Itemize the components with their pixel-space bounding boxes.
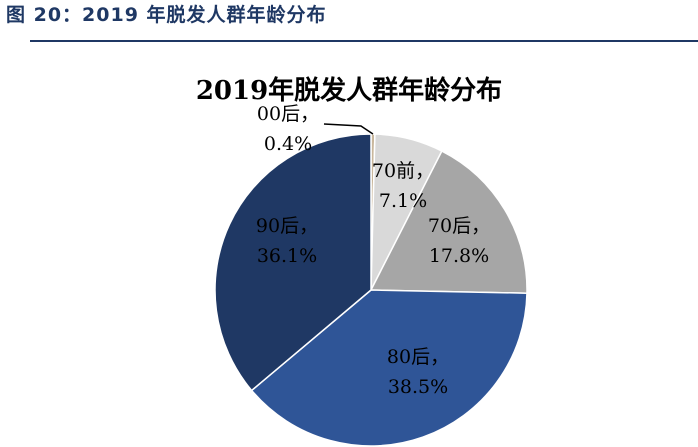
slice-category-label-2: 70后， bbox=[428, 215, 490, 237]
slice-value-label-1: 7.1% bbox=[379, 190, 427, 212]
leader-line-0 bbox=[323, 123, 374, 135]
slice-value-label-3: 38.5% bbox=[388, 376, 448, 398]
slice-category-label-0: 00后， bbox=[257, 103, 319, 125]
slice-category-label-1: 70前， bbox=[372, 160, 434, 182]
slice-category-label-3: 80后， bbox=[387, 346, 449, 368]
chart-title: 2019年脱发人群年龄分布 bbox=[195, 76, 503, 106]
slice-value-label-2: 17.8% bbox=[429, 245, 489, 267]
figure-caption: 图 20：2019 年脱发人群年龄分布 bbox=[6, 4, 327, 26]
pie-slice-4 bbox=[214, 133, 372, 392]
slice-value-label-4: 36.1% bbox=[257, 245, 317, 267]
pie-slice-2 bbox=[369, 150, 528, 294]
caption-rule bbox=[30, 40, 698, 42]
pie-slice-3 bbox=[250, 289, 528, 447]
slice-category-label-4: 90后， bbox=[256, 215, 318, 237]
slice-value-label-0: 0.4% bbox=[264, 133, 312, 155]
